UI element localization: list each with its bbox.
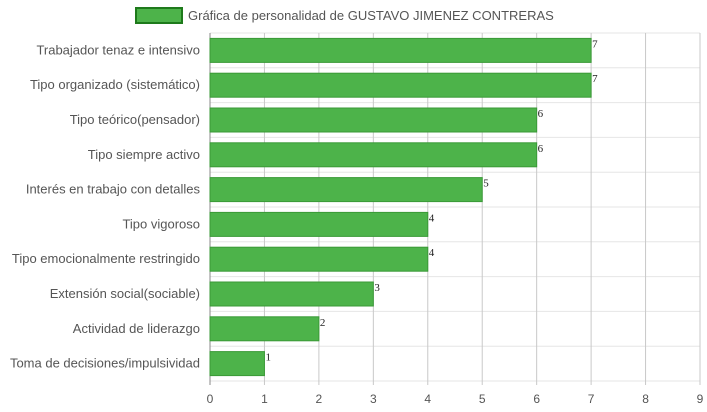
bar[interactable]	[209, 72, 592, 98]
x-tick-label: 0	[207, 392, 214, 406]
bar[interactable]	[209, 142, 538, 168]
x-tick-label: 1	[261, 392, 268, 406]
category-label: Extensión social(sociable)	[50, 286, 200, 301]
data-label: 5	[483, 178, 489, 190]
category-label: Tipo vigoroso	[122, 216, 200, 231]
bars	[209, 37, 592, 377]
bar[interactable]	[209, 177, 483, 203]
category-label: Toma de decisiones/impulsividad	[10, 356, 200, 371]
data-label: 1	[265, 352, 271, 364]
bar[interactable]	[209, 211, 429, 237]
category-label: Tipo emocionalmente restringido	[12, 251, 200, 266]
data-label: 6	[538, 143, 544, 155]
category-label: Tipo teórico(pensador)	[70, 112, 200, 127]
category-labels: Trabajador tenaz e intensivo Tipo organiz…	[10, 42, 201, 370]
x-tick-label: 6	[533, 392, 540, 406]
bar[interactable]	[209, 37, 592, 63]
data-label: 6	[538, 108, 544, 120]
x-tick-label: 7	[588, 392, 595, 406]
data-label: 7	[592, 73, 598, 85]
category-label: Tipo organizado (sistemático)	[30, 77, 200, 92]
category-label: Tipo siempre activo	[88, 147, 200, 162]
data-label: 4	[429, 247, 435, 259]
bar[interactable]	[209, 351, 265, 377]
data-label: 2	[320, 317, 326, 329]
bar[interactable]	[209, 281, 374, 307]
data-labels: 7 7 6 6 5 4 4 3 2 1	[265, 38, 598, 363]
x-tick-label: 5	[479, 392, 486, 406]
data-label: 7	[592, 38, 598, 50]
data-label: 4	[429, 212, 435, 224]
bar[interactable]	[209, 246, 429, 272]
x-axis-ticks: 0 1 2 3 4 5 6 7 8 9	[207, 392, 704, 406]
data-label: 3	[374, 282, 380, 294]
category-label: Trabajador tenaz e intensivo	[36, 42, 200, 57]
category-label: Actividad de liderazgo	[73, 321, 200, 336]
x-tick-label: 2	[316, 392, 323, 406]
legend-swatch	[135, 7, 183, 24]
legend-label: Gráfica de personalidad de GUSTAVO JIMEN…	[188, 8, 554, 23]
x-tick-label: 4	[424, 392, 431, 406]
x-tick-label: 8	[642, 392, 649, 406]
chart-legend[interactable]: Gráfica de personalidad de GUSTAVO JIMEN…	[135, 7, 554, 24]
bar[interactable]	[209, 107, 538, 133]
x-tick-label: 9	[697, 392, 704, 406]
x-tick-label: 3	[370, 392, 377, 406]
category-label: Interés en trabajo con detalles	[26, 182, 201, 197]
bar[interactable]	[209, 316, 320, 342]
